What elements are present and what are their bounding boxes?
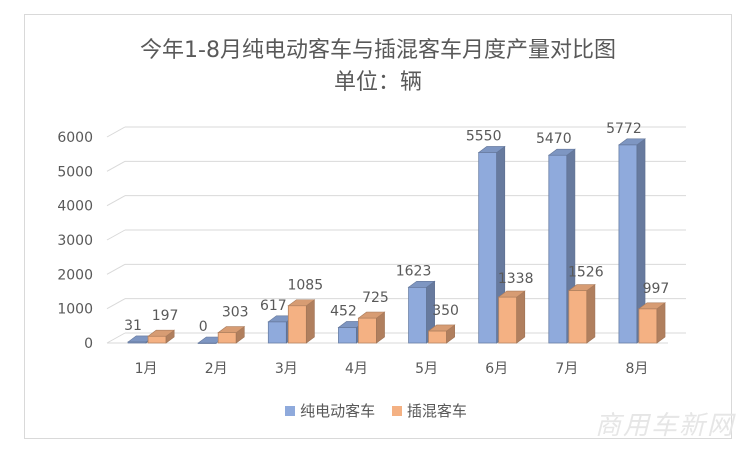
chart-subtitle: 单位：辆 <box>333 70 422 95</box>
y-tick-label: 2000 <box>57 267 93 283</box>
bar-1-side <box>516 290 526 344</box>
legend-swatch <box>285 405 296 416</box>
data-label: 5772 <box>606 121 642 137</box>
data-label: 1085 <box>287 278 323 294</box>
bar-1-top <box>147 329 176 337</box>
bar-1-front <box>358 317 377 344</box>
x-tick-label: 7月 <box>555 361 578 377</box>
x-tick-label: 1月 <box>135 361 158 377</box>
y-tick-label: 6000 <box>57 130 93 146</box>
bar-1-side <box>586 284 596 344</box>
bar-1-side <box>656 302 666 344</box>
chart-frame <box>24 14 732 439</box>
bar-1-front <box>498 296 518 344</box>
x-tick-label: 3月 <box>275 361 298 377</box>
bar-1-top <box>497 290 526 298</box>
bar-0-front <box>338 327 357 344</box>
x-tick-label: 4月 <box>345 361 368 377</box>
bar-0-front <box>548 154 568 344</box>
bar-1-top <box>567 284 596 291</box>
bar-0-top <box>477 146 506 153</box>
data-label: 5550 <box>466 128 502 144</box>
data-label: 1526 <box>568 265 604 281</box>
y-tick-label: 4000 <box>57 199 93 215</box>
bar-1-top <box>357 311 386 319</box>
bar-1-side <box>306 299 315 344</box>
data-label: 997 <box>643 281 670 297</box>
legend-label: 纯电动客车 <box>300 402 376 420</box>
bar-0-top <box>407 280 436 288</box>
data-label: 5470 <box>536 131 572 147</box>
bar-0-front <box>478 152 498 344</box>
bar-1-front <box>147 335 167 344</box>
data-label: 303 <box>222 305 249 321</box>
gridline-depth <box>106 126 126 138</box>
bar-1-top <box>287 299 316 307</box>
data-label: 617 <box>260 298 287 314</box>
y-tick-label: 3000 <box>57 233 93 249</box>
data-label: 1338 <box>498 271 534 287</box>
bar-1-front <box>428 330 447 344</box>
data-label: 197 <box>152 308 179 324</box>
data-label: 725 <box>362 290 389 306</box>
legend-label: 插混客车 <box>406 402 467 420</box>
bar-0-front <box>408 286 427 344</box>
bar-1-top <box>638 302 666 310</box>
data-label: 1623 <box>396 263 432 279</box>
data-label: 0 <box>199 319 208 335</box>
bar-1-top <box>427 324 456 332</box>
data-label: 350 <box>432 303 459 319</box>
gridline-depth <box>106 195 126 207</box>
legend-swatch <box>391 405 402 416</box>
bar-0-front <box>267 321 287 344</box>
x-tick-label: 6月 <box>485 361 508 377</box>
gridline-depth <box>106 160 126 172</box>
bar-1-top <box>217 326 246 333</box>
y-tick-label: 0 <box>84 336 93 352</box>
gridline-depth <box>106 332 126 344</box>
bar-1-front <box>287 305 307 344</box>
y-tick-label: 5000 <box>57 164 93 180</box>
bar-0-top <box>618 138 646 146</box>
bar-1-front <box>638 308 658 344</box>
bar-1-front <box>217 332 237 344</box>
x-tick-label: 5月 <box>415 361 438 377</box>
gridline-depth <box>106 263 126 275</box>
data-label: 452 <box>330 303 357 319</box>
legend-item-series-0: 纯电动客车 <box>285 400 375 421</box>
bar-0-top <box>547 148 576 156</box>
gridline-depth <box>106 229 126 241</box>
x-tick-label: 8月 <box>625 361 648 377</box>
bar-0-front <box>618 144 638 344</box>
legend-item-series-1: 插混客车 <box>391 400 467 421</box>
watermark-logo: 商用车新网 <box>595 411 736 441</box>
bar-1-front <box>568 290 588 344</box>
x-tick-label: 2月 <box>205 361 228 377</box>
data-label: 31 <box>124 318 142 334</box>
chart-title: 今年1-8月纯电动客车与插混客车月度产量对比图 <box>140 38 616 63</box>
chart-legend: 纯电动客车 插混客车 <box>0 400 752 421</box>
gridline-depth <box>106 298 126 310</box>
y-tick-label: 1000 <box>57 302 93 318</box>
